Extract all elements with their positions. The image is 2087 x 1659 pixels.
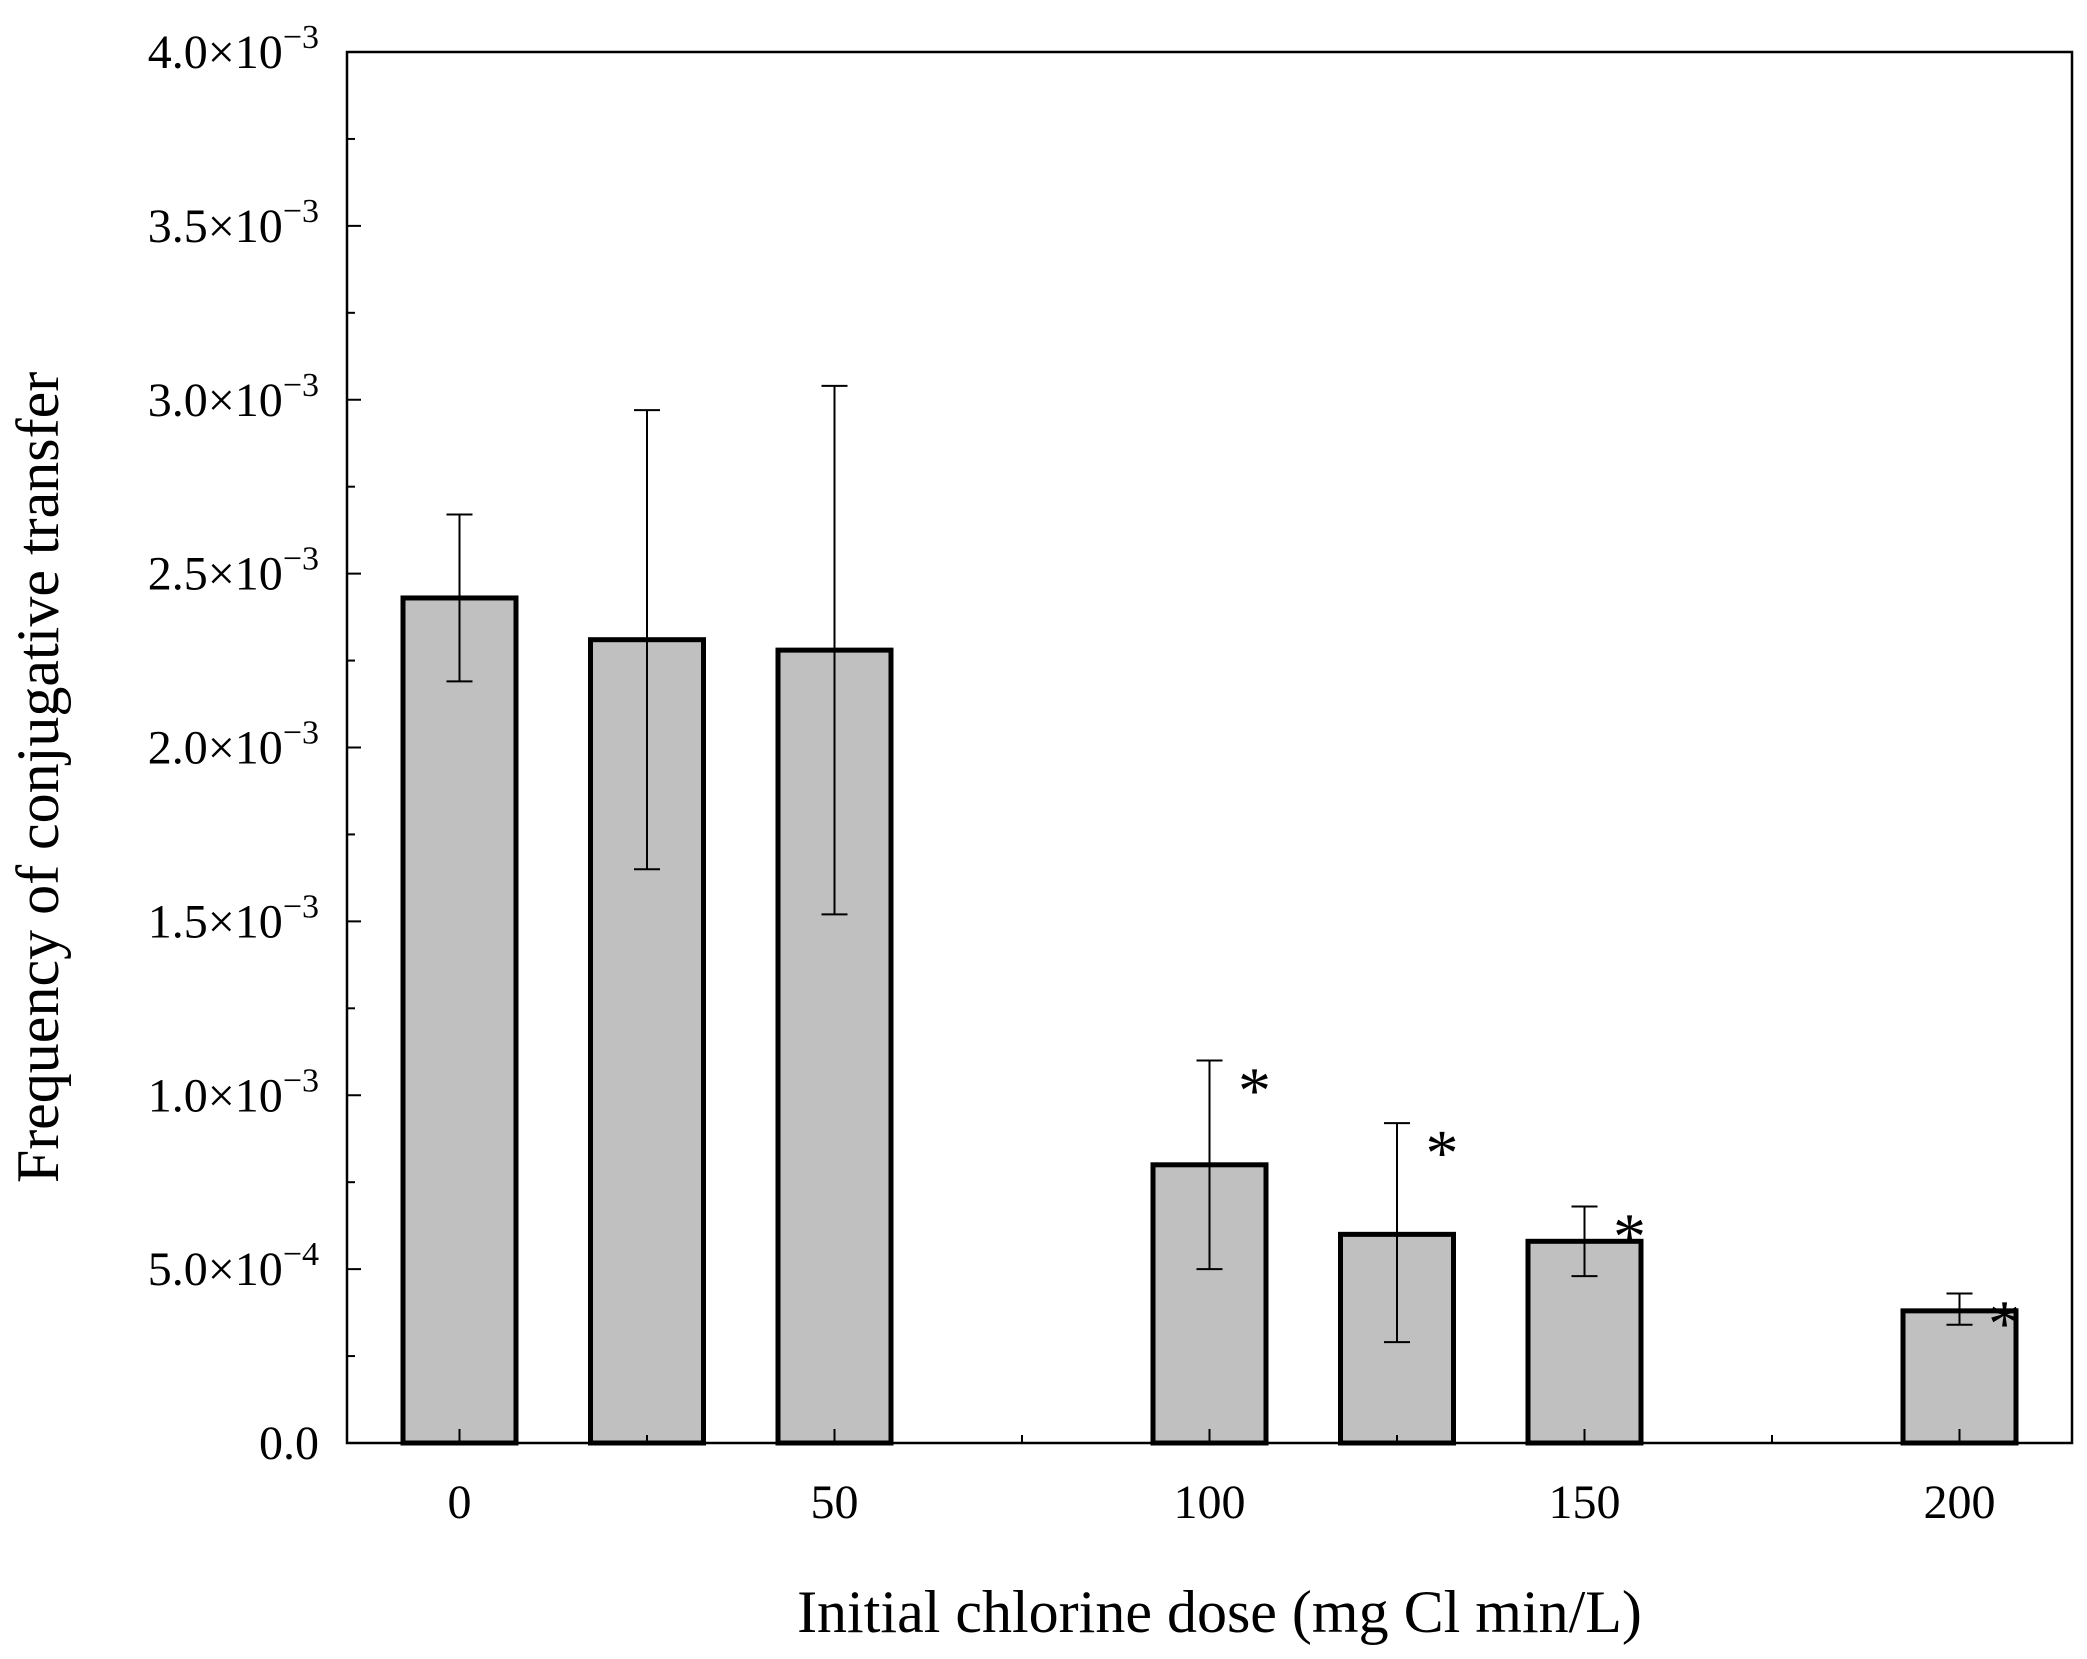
- y-tick-exponent-4: −3: [283, 715, 319, 752]
- x-tick-label-3: 150: [1549, 1476, 1621, 1529]
- y-tick-exponent-7: −3: [283, 193, 319, 230]
- significance-marker-5: *: [1613, 1201, 1646, 1274]
- bar-0: [400, 595, 519, 1446]
- y-tick-label-7: 3.5×10−3: [148, 193, 319, 253]
- y-tick-mantissa-1: 5.0×10: [148, 1243, 283, 1296]
- y-tick-exponent-3: −3: [283, 888, 319, 925]
- y-tick-mantissa-7: 3.5×10: [148, 200, 283, 253]
- error-bar-6: [1946, 1292, 1973, 1326]
- y-tick-exponent-5: −3: [283, 541, 319, 578]
- y-tick-exponent-8: −3: [283, 19, 319, 56]
- y-tick-label-2: 1.0×10−3: [148, 1062, 319, 1122]
- y-tick-label-6: 3.0×10−3: [148, 367, 319, 427]
- y-tick-label-8: 4.0×10−3: [148, 19, 319, 79]
- y-tick-exponent-2: −3: [283, 1062, 319, 1099]
- y-tick-mantissa-2: 1.0×10: [148, 1069, 283, 1122]
- error-bar-0: [446, 513, 473, 683]
- significance-marker-6: *: [1988, 1287, 2021, 1360]
- error-bars: [446, 384, 1973, 1344]
- y-tick-mantissa-8: 4.0×10: [148, 26, 283, 79]
- y-tick-mantissa-5: 2.5×10: [148, 548, 283, 601]
- bars: [400, 595, 2019, 1446]
- significance-markers: * * * *: [1238, 1054, 2021, 1360]
- x-axis-ticks: 0 50 100 150 200: [448, 1429, 1996, 1529]
- y-axis-ticks: 0.05.0×10−41.0×10−31.5×10−32.0×10−32.5×1…: [148, 19, 361, 1470]
- y-tick-exponent-1: −4: [283, 1236, 319, 1273]
- error-bar-3: [1196, 1059, 1223, 1271]
- y-tick-label-0: 0.0: [259, 1417, 319, 1470]
- significance-marker-3: *: [1238, 1054, 1271, 1127]
- x-tick-label-4: 200: [1924, 1476, 1996, 1529]
- y-tick-mantissa-4: 2.0×10: [148, 722, 283, 775]
- y-axis-title: Frequency of conjugative transfer: [5, 372, 71, 1183]
- x-tick-label-1: 50: [811, 1476, 859, 1529]
- x-axis-title: Initial chlorine dose (mg Cl min/L): [797, 1579, 1642, 1645]
- bar-6: [1900, 1308, 2019, 1446]
- error-bar-1: [634, 409, 660, 871]
- significance-marker-4: *: [1426, 1117, 1459, 1190]
- y-tick-label-4: 2.0×10−3: [148, 715, 319, 775]
- error-bar-5: [1571, 1205, 1598, 1278]
- y-tick-label-1: 5.0×10−4: [148, 1236, 319, 1296]
- y-tick-label-3: 1.5×10−3: [148, 888, 319, 948]
- y-tick-mantissa-6: 3.0×10: [148, 374, 283, 427]
- error-bar-4: [1384, 1122, 1410, 1344]
- y-tick-exponent-6: −3: [283, 367, 319, 404]
- y-tick-label-5: 2.5×10−3: [148, 541, 319, 601]
- x-tick-label-2: 100: [1174, 1476, 1246, 1529]
- error-bar-2: [821, 384, 848, 916]
- y-tick-mantissa-3: 1.5×10: [148, 895, 283, 948]
- x-tick-label-0: 0: [448, 1476, 472, 1529]
